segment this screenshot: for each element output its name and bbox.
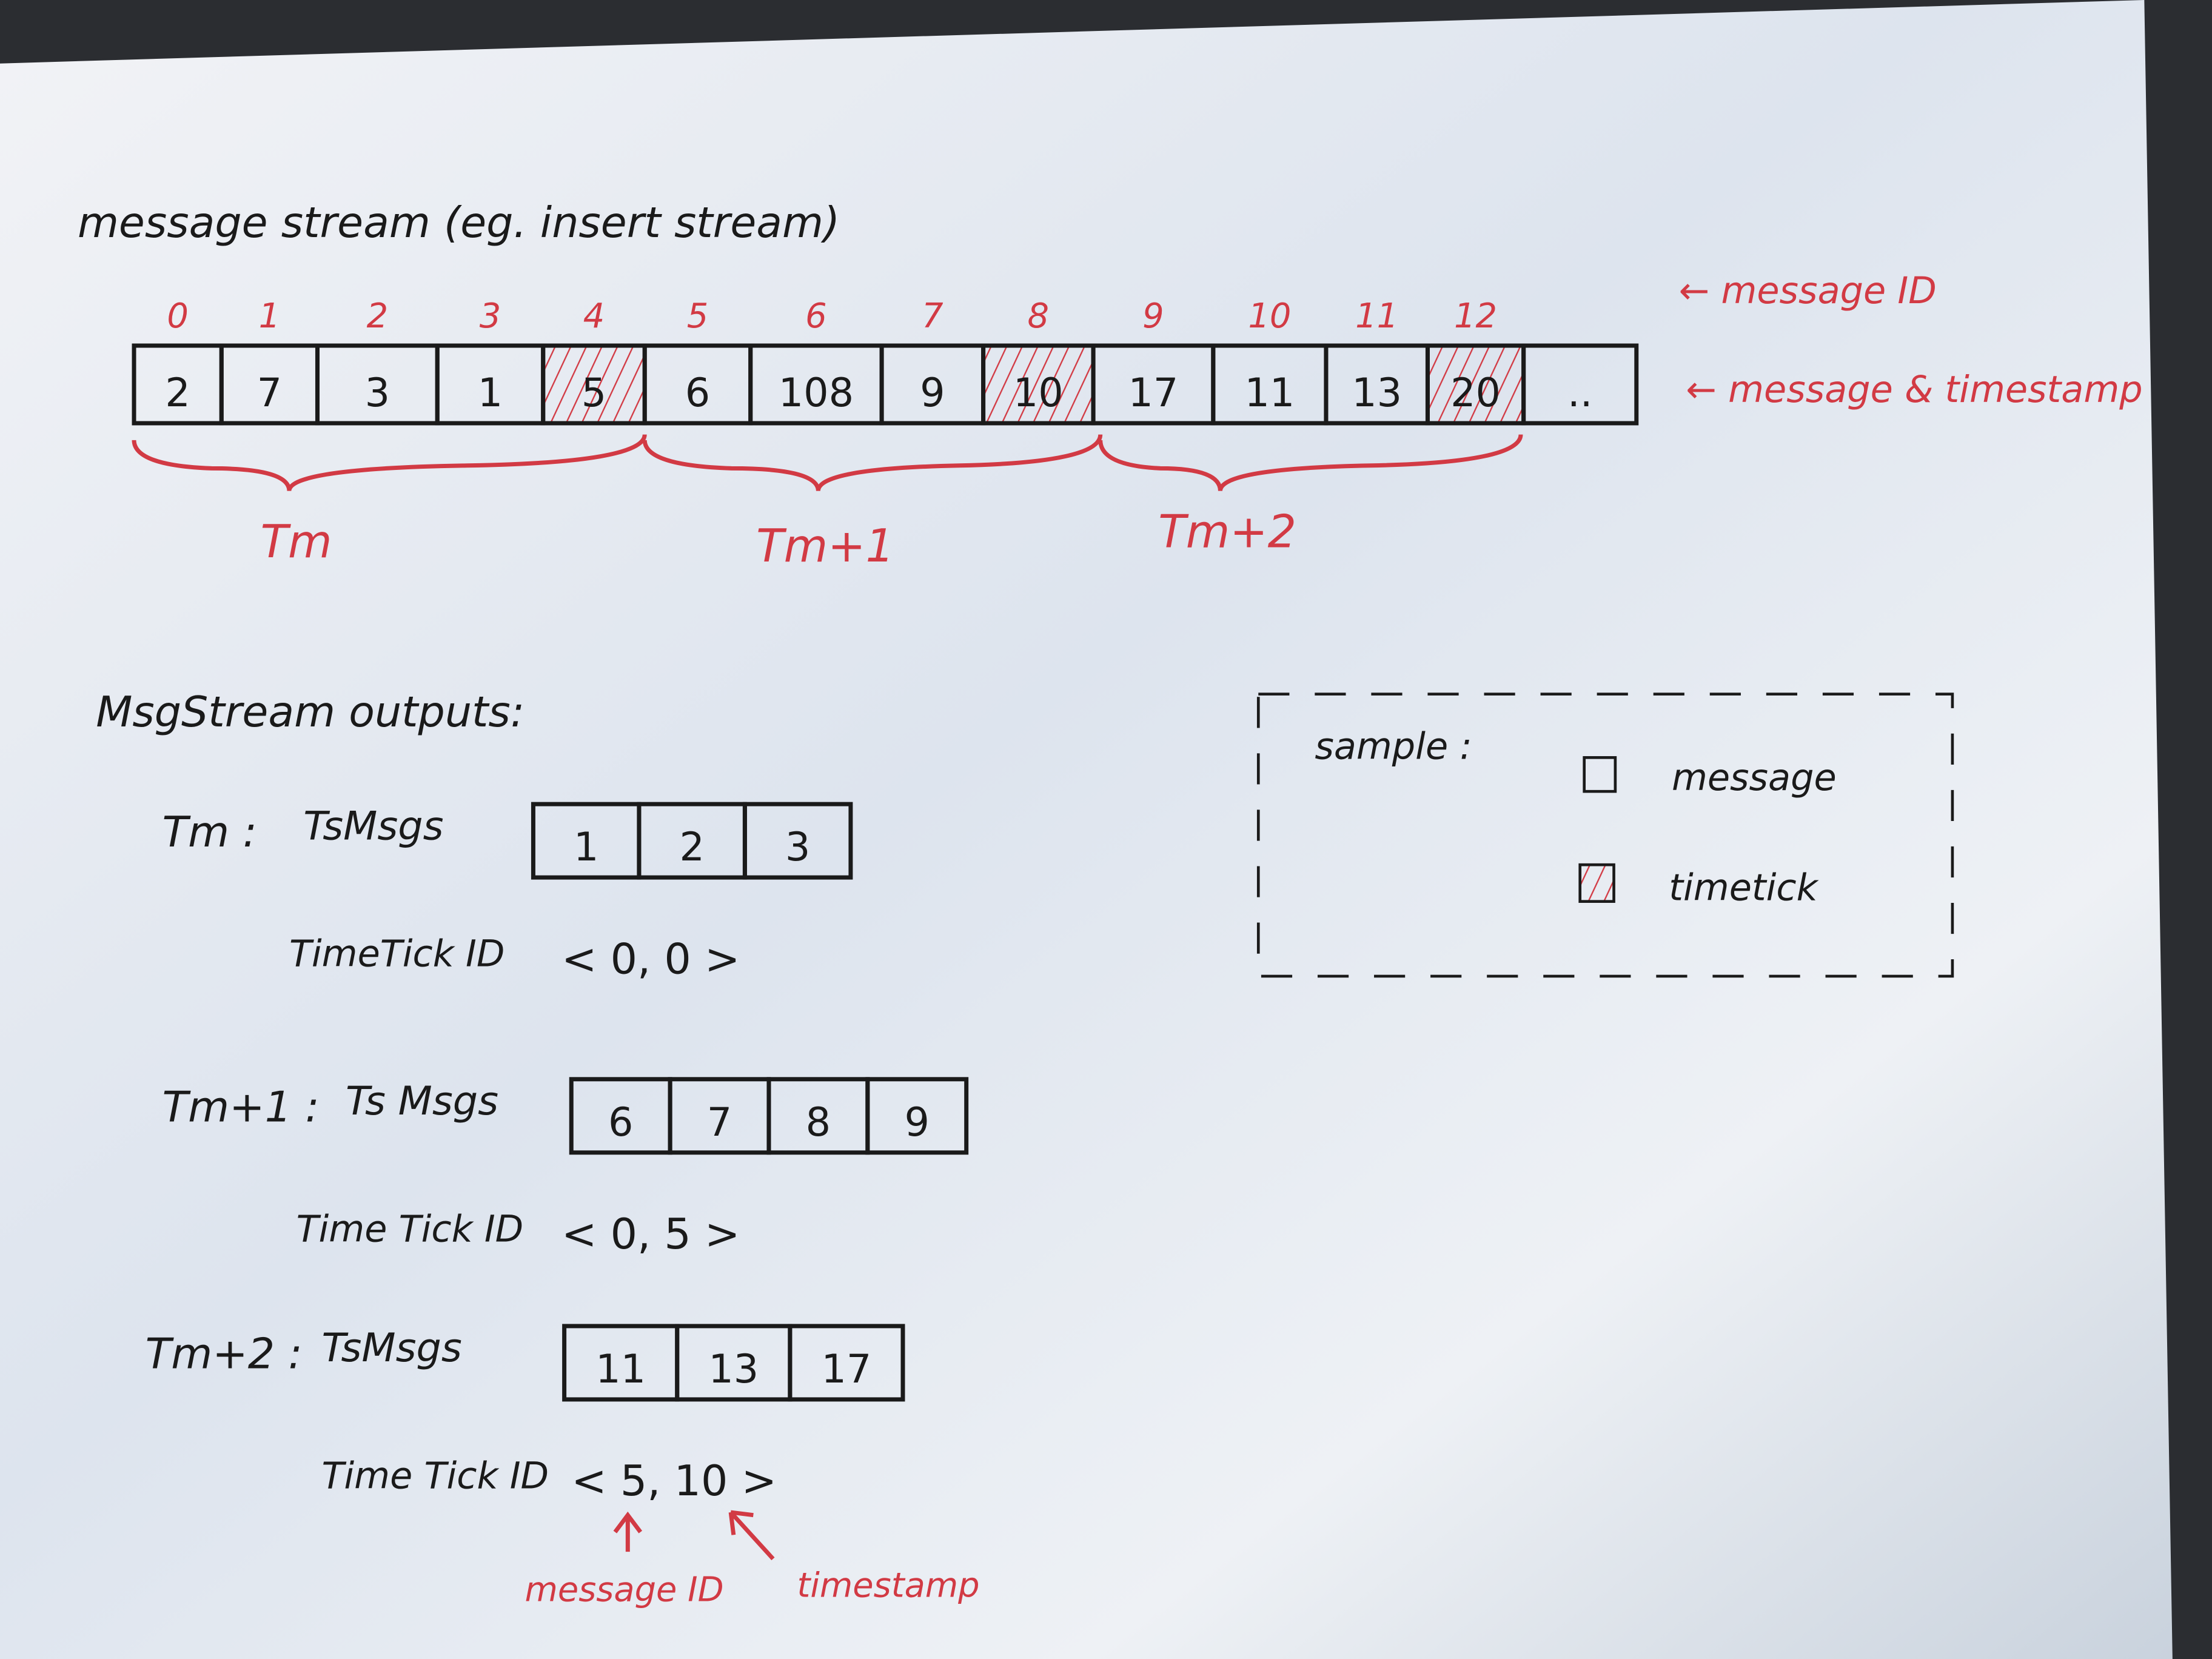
- message-id-label: ← message ID: [1679, 270, 1937, 312]
- message-id: 1: [259, 297, 281, 336]
- tsmsgs-label: TsMsgs: [303, 803, 443, 849]
- group-braces: Tm Tm+1 Tm+2: [132, 434, 1523, 572]
- brace: [1098, 434, 1523, 492]
- tsmsgs-label: TsMsgs: [321, 1326, 461, 1371]
- tsmsgs-label: Ts Msgs: [346, 1079, 498, 1124]
- ts-msg-value: 11: [595, 1347, 646, 1392]
- message-cell: 3: [315, 343, 440, 426]
- cell-value: 7: [257, 370, 282, 416]
- cell-value: 2: [165, 370, 190, 416]
- legend-message: message: [1672, 757, 1837, 799]
- annotation-message-id: message ID: [525, 1570, 723, 1610]
- ts-msg-cell: [742, 802, 853, 880]
- timetick-cell: 10: [981, 343, 1096, 426]
- output-row: Tm+2 : TsMsgs 11 13 17 Time Tick ID < 5, 10 >: [146, 1324, 905, 1506]
- brace: [132, 434, 647, 492]
- output-label: Tm :: [163, 808, 257, 857]
- brace: [642, 434, 1103, 492]
- ts-msg-value: 3: [785, 825, 810, 870]
- cell-value: 20: [1450, 370, 1501, 416]
- timetick-id-label: TimeTick ID: [289, 933, 504, 976]
- ts-msg-value: 9: [905, 1100, 930, 1145]
- output-label: Tm+1 :: [163, 1083, 320, 1132]
- output-row: Tm+1 : Ts Msgs 6 7 8 9 Time Tick ID < 0, 5 >: [163, 1077, 969, 1259]
- message-id: 8: [1028, 297, 1050, 336]
- timestamp-arrow-icon: [728, 1510, 775, 1561]
- message-cell: ..: [1521, 343, 1639, 426]
- message-square-icon: [1583, 756, 1617, 793]
- legend-title: sample :: [1315, 726, 1472, 768]
- ts-msg-cell: [788, 1324, 905, 1402]
- message-id: 3: [480, 297, 501, 336]
- message-id-arrow-icon: [613, 1511, 643, 1552]
- message-id: 4: [583, 297, 605, 336]
- cell-value: 11: [1244, 370, 1295, 416]
- message-id: 7: [922, 297, 943, 336]
- message-timestamp-label: ← message & timestamp: [1686, 369, 2142, 411]
- cell-value: 108: [779, 370, 854, 416]
- cell-value: 5: [581, 370, 606, 416]
- group-label: Tm+1: [756, 520, 894, 572]
- message-id: 11: [1355, 297, 1398, 336]
- ts-msg-cell: [865, 1077, 969, 1155]
- ts-msg-value: 2: [679, 825, 704, 870]
- outputs-heading: MsgStream outputs:: [96, 688, 525, 737]
- output-row: Tm : TsMsgs 1 2 3 TimeTick ID < 0, 0 >: [163, 802, 853, 984]
- cell-value: 13: [1352, 370, 1402, 416]
- timetick-id-label: Time Tick ID: [297, 1208, 524, 1250]
- cell-value: 9: [920, 370, 945, 416]
- ts-msg-value: 17: [821, 1347, 871, 1392]
- timetick-cell: 20: [1425, 343, 1526, 426]
- timetick-id-label: Time Tick ID: [321, 1455, 549, 1497]
- message-id: 12: [1454, 297, 1497, 336]
- legend-box: sample : message timetick: [1256, 692, 1954, 978]
- timetick-id-value: < 5, 10 >: [571, 1456, 777, 1506]
- timetick-hatched-square-icon: [1578, 863, 1615, 903]
- ts-msg-value: 6: [608, 1100, 633, 1145]
- message-id: 10: [1248, 297, 1291, 336]
- timetick-id-value: < 0, 0 >: [561, 934, 740, 984]
- legend-timetick: timetick: [1669, 866, 1818, 909]
- message-id: 0: [167, 297, 189, 336]
- ts-msg-value: 7: [707, 1100, 732, 1145]
- cell-value: 1: [478, 370, 503, 416]
- message-id: 6: [805, 297, 827, 336]
- cell-value: 10: [1013, 370, 1064, 416]
- cell-value: ..: [1567, 370, 1592, 416]
- group-label: Tm+2: [1158, 506, 1296, 558]
- output-label: Tm+2 :: [146, 1330, 303, 1379]
- message-id: 9: [1142, 297, 1164, 336]
- cell-value: 17: [1128, 370, 1179, 416]
- ts-msg-value: 13: [708, 1347, 759, 1392]
- cell-value: 3: [365, 370, 390, 416]
- message-id: 2: [367, 297, 389, 336]
- group-label: Tm: [261, 515, 332, 568]
- ts-msg-value: 8: [806, 1100, 831, 1145]
- timetick-id-value: < 0, 5 >: [561, 1210, 740, 1259]
- annotation-timestamp: timestamp: [797, 1566, 979, 1606]
- outputs: Tm : TsMsgs 1 2 3 TimeTick ID < 0, 0 > Tm+1 : Ts…: [146, 802, 969, 1506]
- ts-msg-value: 1: [574, 825, 598, 870]
- cell-value: 6: [685, 370, 710, 416]
- stream-title: message stream (eg. insert stream): [78, 198, 840, 247]
- message-id: 5: [687, 297, 709, 336]
- timetick-cell: 5: [541, 343, 647, 426]
